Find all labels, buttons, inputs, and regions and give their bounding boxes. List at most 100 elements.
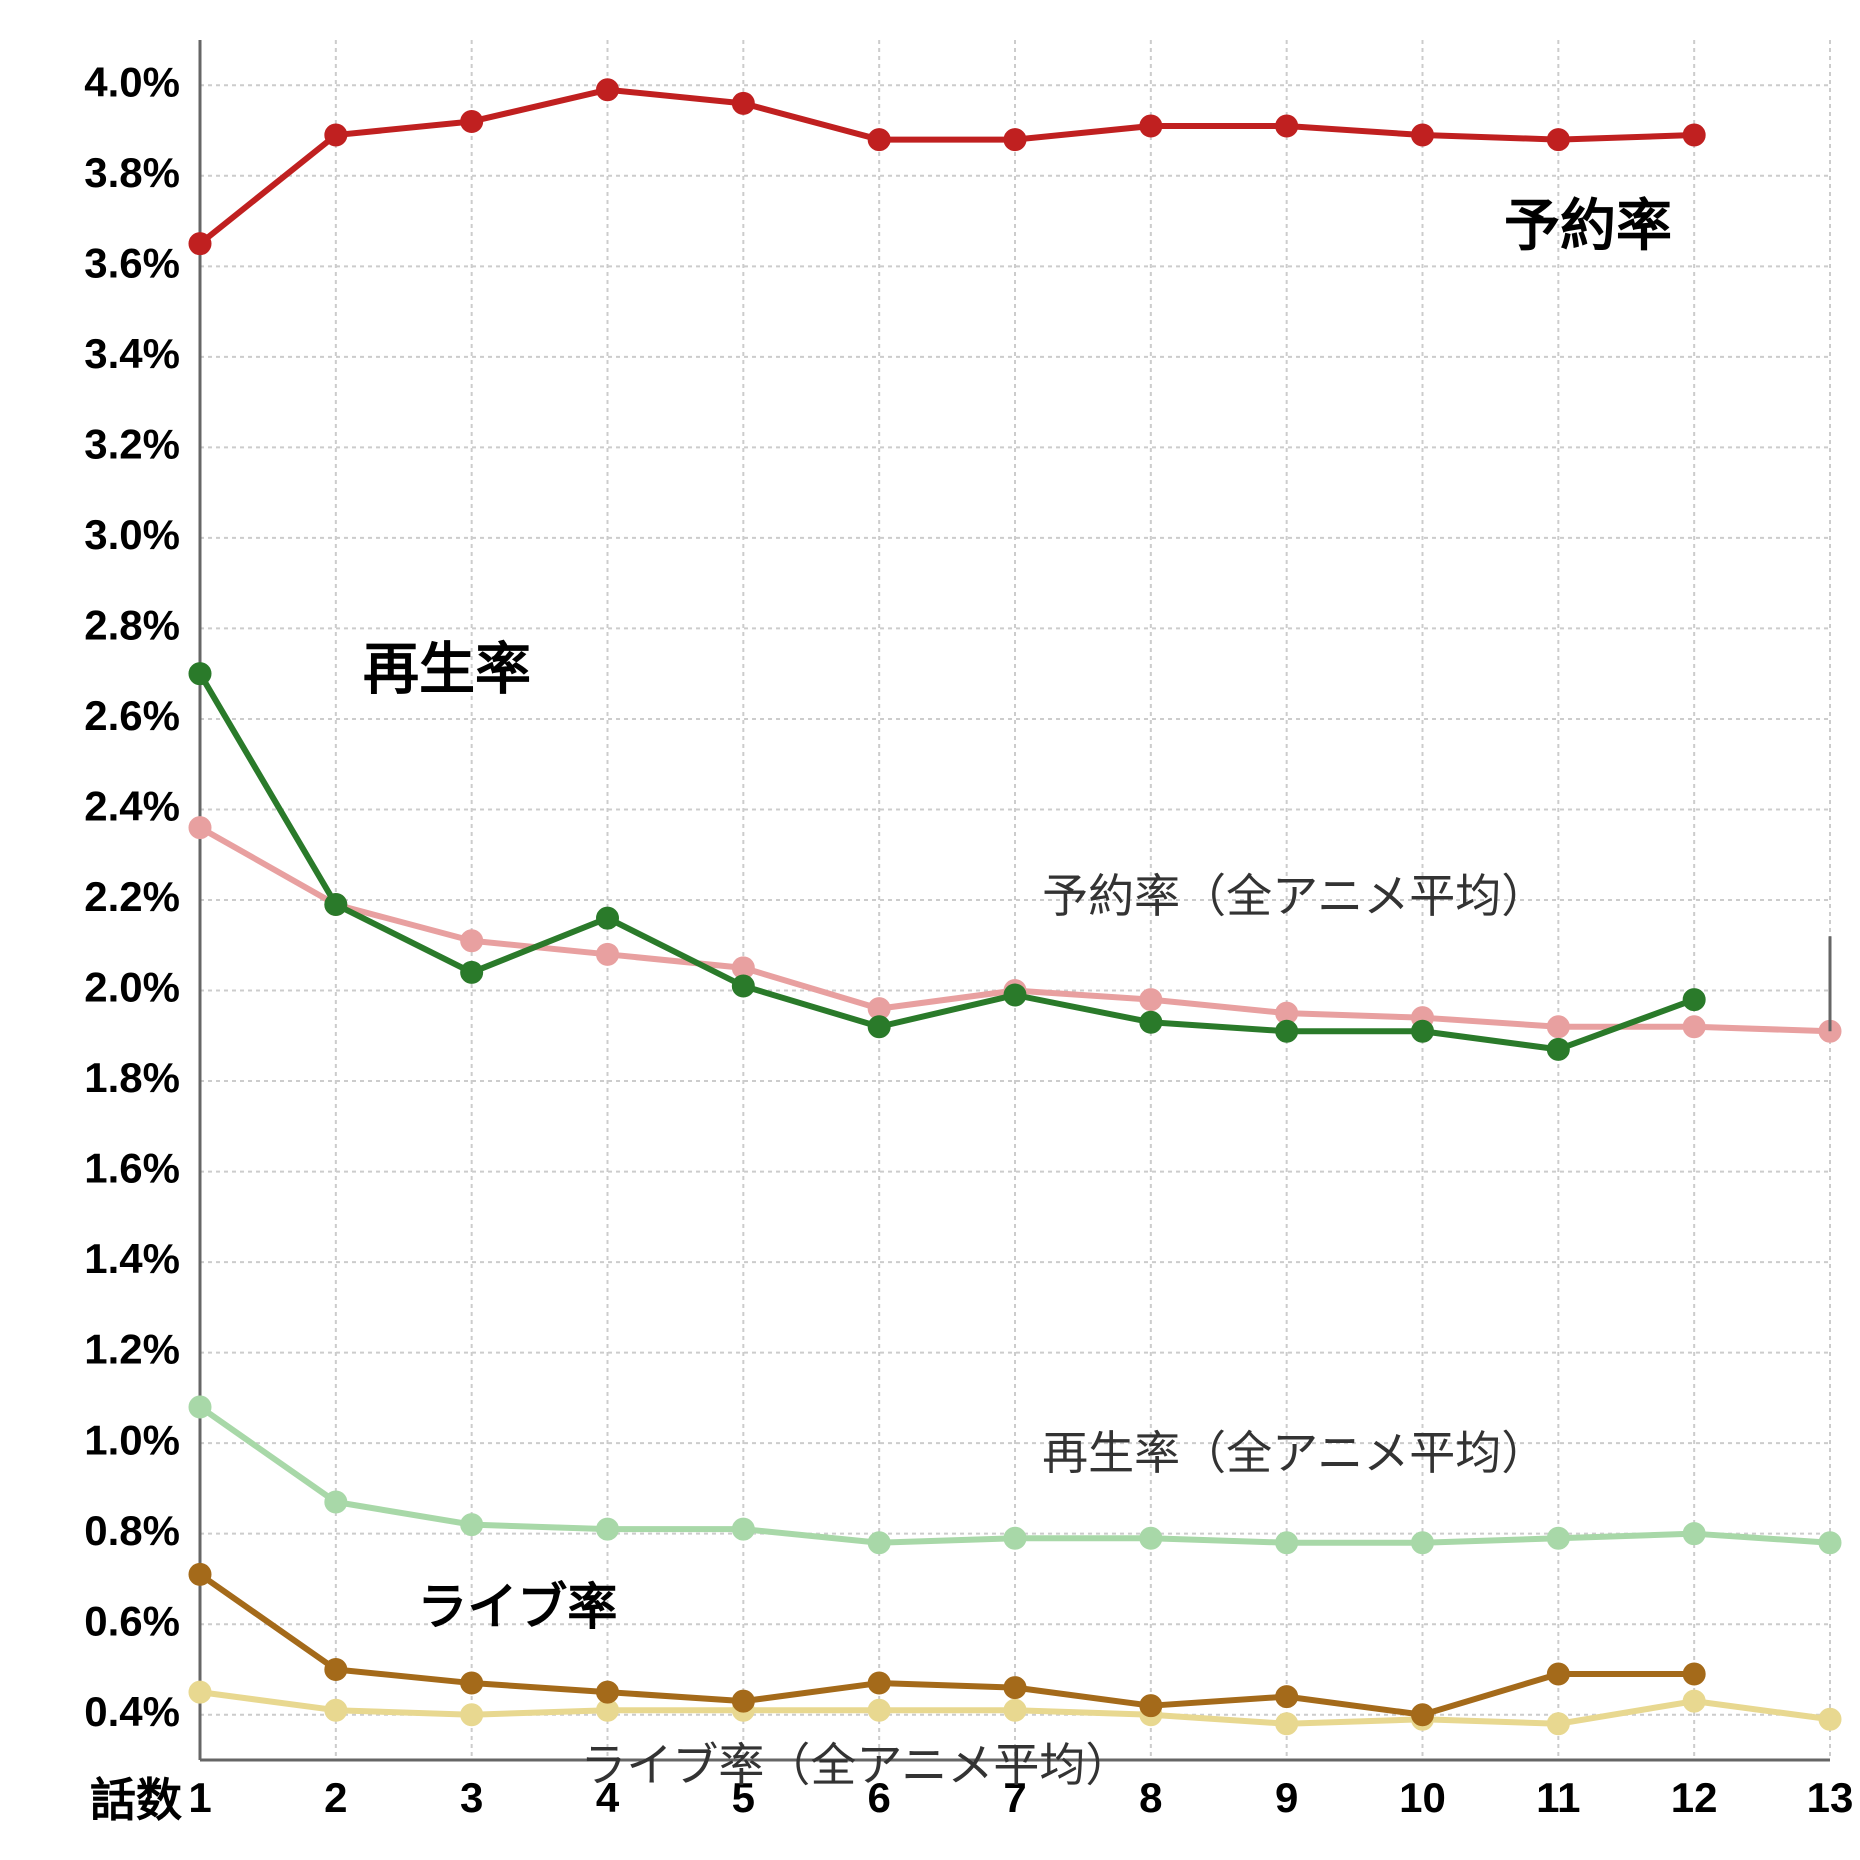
series-marker: [597, 1518, 619, 1540]
series-marker: [189, 1681, 211, 1703]
series-marker: [597, 943, 619, 965]
x-tick-label: 10: [1399, 1774, 1446, 1821]
series-marker: [461, 1514, 483, 1536]
series-marker: [868, 1672, 890, 1694]
series-marker: [1004, 129, 1026, 151]
line-chart: 0.4% 0.6% 0.8% 1.0% 1.2% 1.4% 1.6% 1.8% 2.0% 2.2%…: [0, 0, 1860, 1860]
chart-container: 0.4% 0.6% 0.8% 1.0% 1.2% 1.4% 1.6% 1.8% 2.0% 2.2%…: [0, 0, 1860, 1860]
series-marker: [325, 1491, 347, 1513]
series-marker: [1140, 115, 1162, 137]
series-marker: [1140, 1011, 1162, 1033]
series-marker: [1004, 1699, 1026, 1721]
series-label-yoyaku_avg: 予約率（全アニメ平均）: [1042, 870, 1547, 922]
x-tick-label: 3: [460, 1774, 483, 1821]
series-marker: [597, 79, 619, 101]
y-tick-label: 2.4%: [84, 783, 180, 830]
y-tick-label: 4.0%: [84, 58, 180, 105]
series-marker: [325, 124, 347, 146]
series-marker: [1276, 1713, 1298, 1735]
series-marker: [1547, 1527, 1569, 1549]
series-marker: [1004, 1677, 1026, 1699]
y-tick-label: 0.6%: [84, 1597, 180, 1644]
series-marker: [1547, 1663, 1569, 1685]
series-marker: [1547, 129, 1569, 151]
series-marker: [868, 1016, 890, 1038]
series-marker: [325, 894, 347, 916]
series-marker: [1004, 984, 1026, 1006]
y-tick-label: 2.2%: [84, 873, 180, 920]
series-marker: [1412, 1020, 1434, 1042]
series-marker: [1276, 115, 1298, 137]
series-marker: [1276, 1020, 1298, 1042]
x-tick-label: 12: [1671, 1774, 1718, 1821]
series-marker: [1683, 1690, 1705, 1712]
y-tick-label: 2.6%: [84, 692, 180, 739]
series-label-live: ライブ率: [417, 1579, 617, 1635]
series-marker: [461, 961, 483, 983]
series-marker: [325, 1699, 347, 1721]
x-tick-label: 13: [1807, 1774, 1854, 1821]
x-axis-title: 話数: [90, 1774, 182, 1826]
series-marker: [868, 1699, 890, 1721]
series-marker: [461, 930, 483, 952]
x-tick-label: 9: [1275, 1774, 1298, 1821]
series-marker: [1547, 1038, 1569, 1060]
series-marker: [1140, 1695, 1162, 1717]
series-marker: [461, 1672, 483, 1694]
series-label-saisei_avg: 再生率（全アニメ平均）: [1042, 1427, 1547, 1479]
series-marker: [1412, 1532, 1434, 1554]
series-marker: [1140, 1527, 1162, 1549]
series-marker: [1412, 124, 1434, 146]
series-marker: [1819, 1708, 1841, 1730]
x-tick-label: 11: [1536, 1774, 1580, 1821]
series-marker: [461, 1704, 483, 1726]
series-marker: [1004, 1527, 1026, 1549]
y-tick-label: 1.0%: [84, 1416, 180, 1463]
series-label-saisei: 再生率: [363, 637, 531, 700]
series-marker: [189, 233, 211, 255]
series-marker: [732, 1690, 754, 1712]
y-tick-label: 2.8%: [84, 602, 180, 649]
series-marker: [868, 1532, 890, 1554]
series-marker: [1140, 989, 1162, 1011]
series-marker: [325, 1658, 347, 1680]
y-tick-label: 1.4%: [84, 1235, 180, 1282]
series-marker: [1276, 1686, 1298, 1708]
y-tick-label: 3.8%: [84, 149, 180, 196]
y-tick-label: 2.0%: [84, 964, 180, 1011]
y-tick-label: 3.4%: [84, 330, 180, 377]
series-marker: [461, 110, 483, 132]
y-tick-label: 1.6%: [84, 1145, 180, 1192]
series-marker: [1547, 1016, 1569, 1038]
series-marker: [189, 663, 211, 685]
y-tick-label: 3.2%: [84, 420, 180, 467]
series-marker: [597, 1681, 619, 1703]
y-tick-label: 1.2%: [84, 1326, 180, 1373]
series-marker: [597, 907, 619, 929]
x-tick-label: 1: [188, 1774, 211, 1821]
series-marker: [1683, 1523, 1705, 1545]
series-marker: [1276, 1532, 1298, 1554]
y-tick-label: 3.6%: [84, 239, 180, 286]
series-marker: [1683, 1016, 1705, 1038]
y-tick-label: 1.8%: [84, 1054, 180, 1101]
series-marker: [189, 817, 211, 839]
y-tick-label: 0.4%: [84, 1688, 180, 1735]
x-tick-label: 8: [1139, 1774, 1162, 1821]
y-tick-label: 0.8%: [84, 1507, 180, 1554]
series-marker: [1683, 989, 1705, 1011]
series-label-yoyaku: 予約率: [1504, 194, 1672, 257]
series-marker: [1683, 1663, 1705, 1685]
series-marker: [1683, 124, 1705, 146]
series-marker: [732, 1518, 754, 1540]
series-marker: [868, 129, 890, 151]
x-tick-label: 2: [324, 1774, 347, 1821]
series-marker: [1819, 1532, 1841, 1554]
y-tick-label: 3.0%: [84, 511, 180, 558]
series-marker: [1547, 1713, 1569, 1735]
series-label-live_avg: ライブ率（全アニメ平均）: [580, 1739, 1131, 1791]
series-marker: [732, 975, 754, 997]
series-marker: [1412, 1704, 1434, 1726]
series-marker: [732, 92, 754, 114]
series-marker: [189, 1396, 211, 1418]
